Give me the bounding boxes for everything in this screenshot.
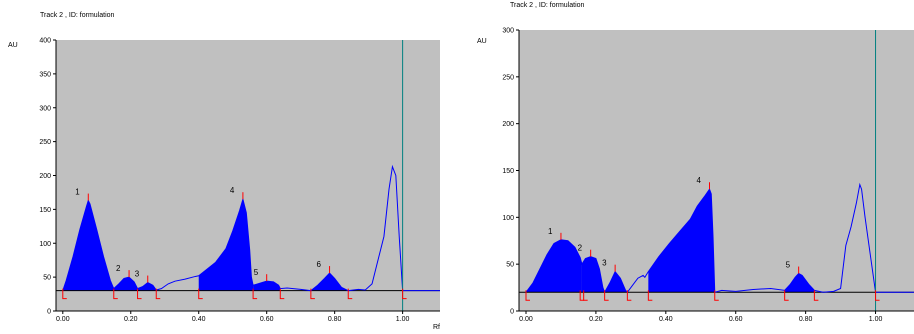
chart-title: Track 2 , ID: formulation (510, 2, 585, 9)
chart-left: Track 2 , ID: formulation 1 2 3 4 5 6 0 50 100 150… (8, 12, 440, 331)
peak-label-3: 3 (135, 270, 140, 279)
y-tick-label: 400 (39, 38, 51, 45)
x-tick-label: 1.00 (869, 316, 883, 323)
x-tick-label: 0.40 (192, 316, 206, 323)
y-tick-label: 50 (506, 262, 514, 269)
peak-label-5: 5 (254, 268, 259, 277)
x-tick-label: 1.00 (396, 316, 410, 323)
peak-boundary-marker (310, 288, 315, 300)
y-tick-label: 200 (39, 173, 51, 180)
peak-boundary-marker (714, 290, 719, 301)
peak-boundary-marker (604, 290, 609, 301)
peak-area-2 (113, 277, 138, 291)
x-tick-label: 0.60 (729, 316, 743, 323)
peak-label-2: 2 (116, 264, 121, 273)
peak-area-3 (604, 271, 628, 293)
y-tick-label: 100 (39, 241, 51, 248)
peak-boundary-marker (347, 288, 353, 300)
peak-boundary-marker (279, 288, 285, 300)
peak-area-6 (310, 273, 349, 291)
peak-area-1 (525, 239, 582, 293)
peak-boundary-marker (113, 288, 118, 300)
peak-label-3: 3 (602, 259, 607, 268)
peak-boundary-marker (647, 290, 653, 301)
chart-right: Track 2 , ID: formulation123450501001502… (477, 2, 914, 323)
peak-area-2 (581, 256, 605, 293)
y-tick-label: 100 (502, 215, 514, 222)
trace-line (525, 182, 914, 294)
peak-boundary-marker (784, 290, 789, 301)
peak-boundary-marker (583, 290, 588, 301)
peak-label-5: 5 (786, 261, 791, 270)
trace-line (62, 164, 440, 292)
y-tick-label: 0 (47, 309, 51, 316)
peak-boundary-marker (137, 288, 142, 300)
y-tick-label: 150 (39, 207, 51, 214)
x-tick-label: 0.00 (56, 316, 70, 323)
y-axis-unit-label: AU (8, 42, 18, 49)
x-tick-label: 0.00 (519, 316, 533, 323)
peak-label-4: 4 (230, 186, 235, 195)
peak-boundary-marker (198, 288, 203, 300)
peak-label-4: 4 (697, 176, 702, 185)
peak-label-6: 6 (317, 260, 322, 269)
x-tick-label: 0.40 (659, 316, 673, 323)
peak-area-5 (784, 273, 815, 293)
peak-boundary-marker (579, 290, 585, 301)
peak-area-4 (198, 199, 254, 291)
y-tick-label: 300 (502, 28, 514, 35)
x-tick-label: 0.60 (260, 316, 274, 323)
peak-label-1: 1 (75, 188, 80, 197)
y-tick-label: 200 (502, 121, 514, 128)
peak-boundary-marker (155, 288, 161, 300)
peak-boundary-marker (875, 290, 880, 301)
x-axis-unit-label: Rf (433, 324, 440, 331)
x-tick-label: 0.80 (799, 316, 813, 323)
peak-boundary-marker (813, 290, 819, 301)
peak-boundary-marker (62, 288, 67, 300)
peak-boundary-marker (252, 288, 258, 300)
y-tick-label: 50 (43, 275, 51, 282)
chart-title: Track 2 , ID: formulation (40, 12, 115, 19)
y-tick-label: 250 (502, 74, 514, 81)
peak-boundary-marker (626, 290, 632, 301)
peak-label-1: 1 (548, 227, 553, 236)
peak-area-4 (648, 189, 715, 293)
peak-label-2: 2 (578, 244, 583, 253)
peak-boundary-marker (525, 290, 530, 301)
y-tick-label: 150 (502, 168, 514, 175)
y-axis-unit-label: AU (477, 38, 487, 45)
peak-area-1 (62, 200, 114, 291)
peak-boundary-marker (402, 288, 407, 300)
x-tick-label: 0.80 (328, 316, 342, 323)
y-tick-label: 300 (39, 105, 51, 112)
y-tick-label: 0 (510, 309, 514, 316)
x-tick-label: 0.20 (589, 316, 603, 323)
y-tick-label: 350 (39, 71, 51, 78)
y-tick-label: 250 (39, 139, 51, 146)
x-tick-label: 0.20 (124, 316, 138, 323)
